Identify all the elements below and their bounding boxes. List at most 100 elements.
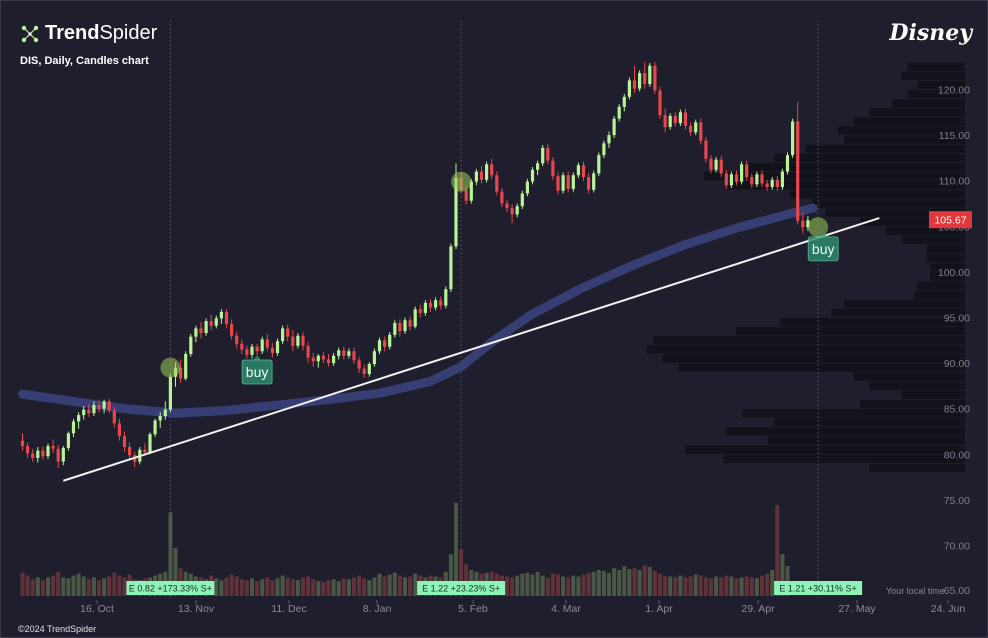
- earnings-label: E 0.82 +173.33% S+: [129, 584, 212, 594]
- volume-bar: [525, 572, 530, 596]
- candle-body: [668, 115, 672, 127]
- volume-profile-bar: [726, 181, 965, 190]
- candle: [158, 412, 162, 428]
- signal-circle: [808, 217, 829, 238]
- candle-body: [576, 165, 580, 176]
- volume-bar: [275, 578, 280, 596]
- last-price-label: 105.67: [934, 215, 966, 227]
- candle-body: [377, 340, 382, 352]
- candle-body: [581, 165, 586, 178]
- candle: [536, 160, 540, 176]
- candle-body: [281, 328, 285, 342]
- volume-profile-bar: [907, 90, 965, 99]
- buy-marker-label: buy: [812, 241, 835, 257]
- volume-bar: [331, 579, 336, 596]
- candle-body: [653, 65, 657, 91]
- volume-bar: [301, 577, 305, 596]
- candle: [199, 322, 203, 339]
- candle: [653, 62, 657, 95]
- candle: [281, 325, 285, 344]
- candle: [82, 405, 86, 420]
- candle: [474, 168, 478, 186]
- candle: [342, 346, 346, 360]
- candle: [296, 333, 300, 349]
- volume-bar: [545, 577, 550, 596]
- buy-marker[interactable]: buy: [807, 231, 839, 262]
- candle: [581, 161, 586, 181]
- candle: [571, 172, 575, 192]
- y-tick-label: 95.00: [944, 313, 970, 325]
- candle-body: [209, 321, 213, 326]
- candle: [128, 442, 132, 461]
- candle-body: [556, 176, 560, 191]
- candle-body: [434, 300, 438, 308]
- volume-profile-bar: [853, 372, 965, 381]
- volume-bar: [362, 578, 367, 596]
- volume-bar: [173, 547, 178, 596]
- earnings-marker[interactable]: E 1.21 +30.11% S+: [774, 581, 863, 595]
- volume-bar: [336, 581, 341, 596]
- candle-body: [204, 321, 208, 334]
- candle: [622, 94, 626, 112]
- candle-body: [224, 312, 229, 324]
- candle-body: [704, 140, 708, 159]
- earnings-marker[interactable]: E 0.82 +173.33% S+: [126, 581, 215, 595]
- candle-body: [750, 177, 754, 185]
- volume-profile-bar: [869, 381, 965, 390]
- candle-body: [326, 359, 331, 364]
- candle-body: [321, 355, 325, 360]
- earnings-marker[interactable]: E 1.22 +23.23% S+: [417, 581, 506, 595]
- volume-profile-bar: [812, 199, 965, 208]
- volume-profile-bar: [860, 400, 965, 409]
- trendline[interactable]: [62, 217, 880, 482]
- candle: [490, 158, 494, 179]
- volume-profile-bar: [736, 327, 965, 336]
- candle-body: [36, 450, 40, 458]
- candle-body: [301, 335, 305, 346]
- candle-body: [423, 302, 427, 313]
- candle: [66, 431, 70, 451]
- buy-marker[interactable]: buy: [241, 354, 273, 385]
- candle: [607, 131, 611, 148]
- candle-body: [77, 415, 81, 422]
- candle: [347, 348, 351, 359]
- volume-bar: [219, 580, 224, 596]
- candle-body: [26, 446, 30, 454]
- brand-name-bold: Trend: [45, 22, 99, 44]
- volume-profile-bar: [774, 418, 965, 427]
- volume-bar: [637, 569, 642, 596]
- candle: [97, 400, 101, 413]
- volume-bar: [285, 577, 290, 596]
- candle-body: [219, 312, 223, 319]
- last-price-tag: [929, 211, 972, 229]
- volume-bar: [107, 576, 112, 596]
- earnings-markers[interactable]: E 0.82 +173.33% S+ E 1.22 +23.23% S+ E 1.2…: [126, 581, 863, 595]
- candle-body: [41, 450, 45, 457]
- volume-bar: [392, 572, 397, 596]
- candle: [785, 152, 790, 175]
- candle: [107, 398, 111, 414]
- candle-body: [342, 350, 346, 356]
- volume-bar: [244, 580, 249, 596]
- volume-profile-bar: [901, 235, 965, 245]
- candle-body: [444, 289, 448, 306]
- candle: [775, 176, 779, 191]
- candle-body: [240, 343, 244, 350]
- support-trendline[interactable]: [62, 217, 880, 482]
- volume-bar: [459, 549, 464, 596]
- volume-bar: [35, 577, 40, 596]
- volume-bars: [20, 503, 790, 596]
- candle: [765, 179, 769, 191]
- candle-body: [525, 181, 529, 194]
- candle-body: [729, 174, 733, 186]
- candle: [403, 317, 407, 334]
- volume-bar: [234, 576, 239, 596]
- candle-body: [179, 367, 183, 379]
- candle: [750, 173, 754, 188]
- volume-bar: [255, 581, 260, 596]
- volume-profile-bar: [869, 463, 965, 473]
- x-axis: 16. Oct 13. Nov 11. Dec 8. Jan 5. Feb 4. Mar 1…: [80, 600, 965, 615]
- volume-bar: [678, 575, 683, 596]
